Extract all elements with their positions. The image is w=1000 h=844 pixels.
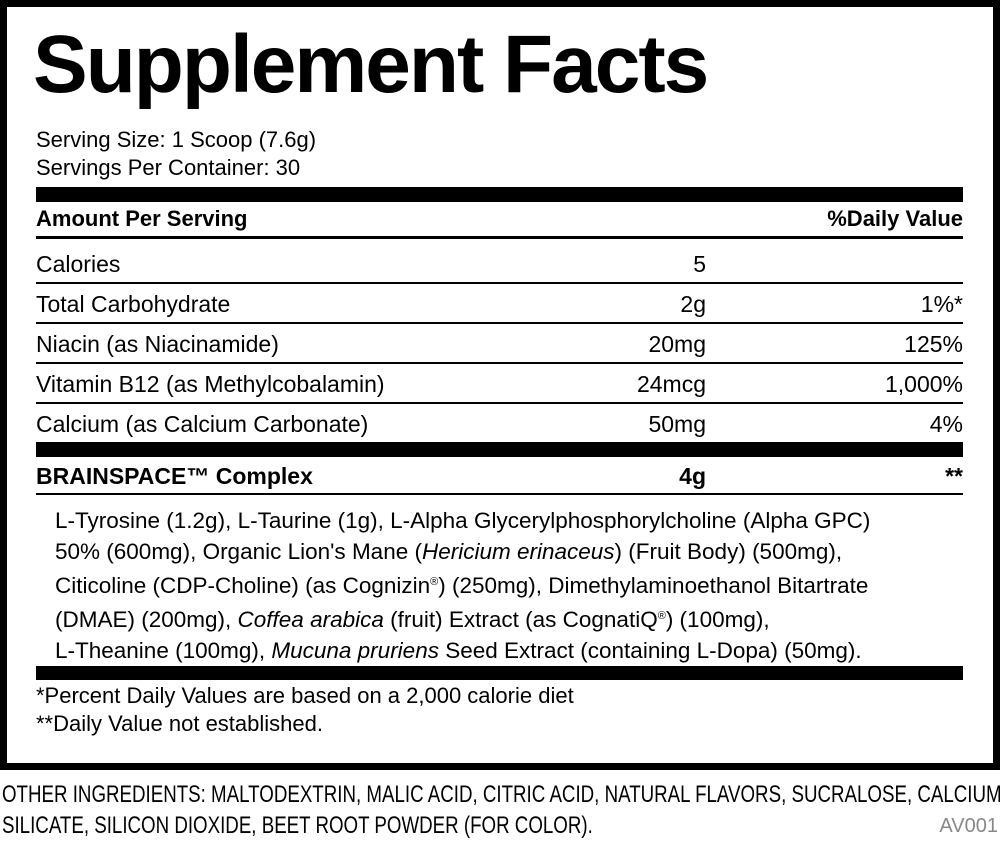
nutrient-name: Vitamin B12 (as Methylcobalamin) xyxy=(36,371,385,397)
nutrient-row: Niacin (as Niacinamide) 20mg 125% xyxy=(36,329,963,359)
nutrient-row: Calories 5 xyxy=(36,249,963,279)
other-ingredients-line: OTHER INGREDIENTS: MALTODEXTRIN, MALIC A… xyxy=(2,781,1000,808)
serving-size: Serving Size: 1 Scoop (7.6g) xyxy=(36,127,317,152)
thick-divider xyxy=(36,442,963,457)
thick-divider xyxy=(36,187,963,202)
nutrient-name: Total Carbohydrate xyxy=(36,291,231,317)
blend-row: BRAINSPACE™ Complex 4g ** xyxy=(36,461,963,491)
nutrient-amount: 24mcg xyxy=(636,371,706,397)
divider xyxy=(36,322,963,324)
nutrient-dv: 125% xyxy=(904,331,963,357)
divider xyxy=(36,493,963,495)
nutrient-row: Total Carbohydrate 2g 1%* xyxy=(36,289,963,319)
other-ingredients-line: SILICATE, SILICON DIOXIDE, BEET ROOT POW… xyxy=(2,812,593,839)
divider xyxy=(36,362,963,364)
supplement-facts-panel xyxy=(0,0,1000,770)
blend-amount: 4g xyxy=(679,463,706,489)
amount-per-serving-label: Amount Per Serving xyxy=(36,206,248,231)
servings-per-container: Servings Per Container: 30 xyxy=(36,155,301,180)
nutrient-dv: 4% xyxy=(929,411,963,437)
nutrient-amount: 50mg xyxy=(648,411,706,437)
daily-value-label: %Daily Value xyxy=(827,206,963,231)
footnote-daily-values: *Percent Daily Values are based on a 2,0… xyxy=(36,683,574,708)
nutrient-amount: 5 xyxy=(693,251,706,277)
nutrient-row: Calcium (as Calcium Carbonate) 50mg 4% xyxy=(36,409,963,439)
divider xyxy=(36,402,963,404)
nutrient-row: Vitamin B12 (as Methylcobalamin) 24mcg 1… xyxy=(36,369,963,399)
divider xyxy=(36,282,963,284)
nutrient-name: Niacin (as Niacinamide) xyxy=(36,331,279,357)
panel-title: Supplement Facts xyxy=(33,19,709,110)
nutrient-name: Calcium (as Calcium Carbonate) xyxy=(36,411,369,437)
nutrient-dv: 1,000% xyxy=(884,371,963,397)
footnote-not-established: **Daily Value not established. xyxy=(36,711,323,736)
nutrient-amount: 2g xyxy=(680,291,706,317)
nutrient-dv: 1%* xyxy=(920,291,963,317)
blend-ingredients: L-Tyrosine (1.2g), L-Taurine (1g), L-Alp… xyxy=(55,508,871,663)
nutrient-amount: 20mg xyxy=(648,331,706,357)
thick-divider xyxy=(36,666,963,680)
product-code: AV001 xyxy=(939,815,998,837)
divider xyxy=(36,236,963,239)
column-header: Amount Per Serving %Daily Value xyxy=(36,204,963,234)
nutrient-name: Calories xyxy=(36,251,121,277)
blend-dv: ** xyxy=(945,463,963,489)
blend-name: BRAINSPACE™ Complex xyxy=(36,463,313,489)
